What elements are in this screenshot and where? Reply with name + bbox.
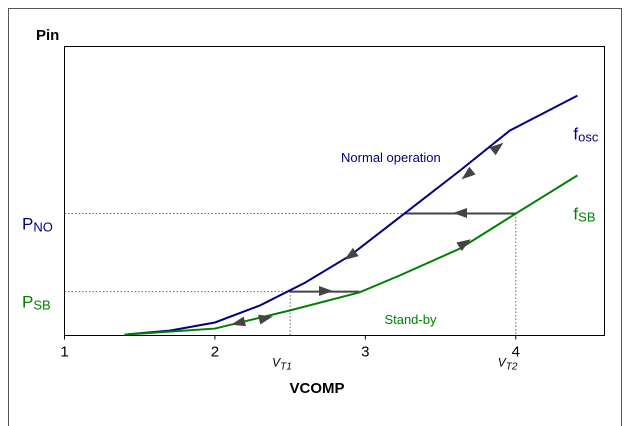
level-label: PNO — [22, 215, 53, 235]
threshold-label-main: V — [272, 356, 281, 370]
series-label-sub: osc — [578, 130, 599, 145]
arrow — [456, 239, 471, 251]
frame — [8, 8, 622, 426]
y-axis-label: Pin — [36, 27, 59, 44]
arrows — [231, 142, 504, 327]
annotation: Stand-by — [384, 312, 437, 327]
arrow — [319, 286, 333, 296]
level-label-sub: SB — [33, 298, 50, 313]
series-label: fSB — [573, 205, 595, 225]
series-line — [124, 94, 578, 336]
series-label-main: f — [573, 125, 578, 144]
threshold-label-sub: T2 — [506, 361, 518, 372]
level-label: PSB — [22, 293, 51, 313]
arrow — [344, 247, 359, 261]
series-line — [124, 174, 578, 336]
level-label-main: P — [22, 215, 33, 234]
threshold-label-sub: T1 — [280, 361, 292, 372]
series-label-sub: SB — [578, 210, 595, 225]
x-axis-label: VCOMP — [289, 380, 344, 397]
arrow — [258, 314, 273, 325]
arrow — [231, 316, 246, 327]
arrow — [461, 166, 476, 180]
x-tick-label: 1 — [60, 343, 68, 360]
arrow — [453, 208, 467, 218]
series-label: fosc — [573, 125, 598, 145]
level-label-main: P — [22, 293, 33, 312]
x-tick-label: 3 — [361, 343, 369, 360]
plot-area — [64, 46, 605, 336]
x-tick-label: 4 — [512, 343, 520, 360]
x-tick-label: 2 — [211, 343, 219, 360]
series-label-main: f — [573, 205, 578, 224]
threshold-label: VT1 — [272, 356, 292, 372]
threshold-label-main: V — [498, 356, 507, 370]
threshold-label: VT2 — [498, 356, 518, 372]
level-label-sub: NO — [33, 220, 53, 235]
arrow — [489, 142, 504, 156]
annotation: Normal operation — [341, 150, 441, 165]
